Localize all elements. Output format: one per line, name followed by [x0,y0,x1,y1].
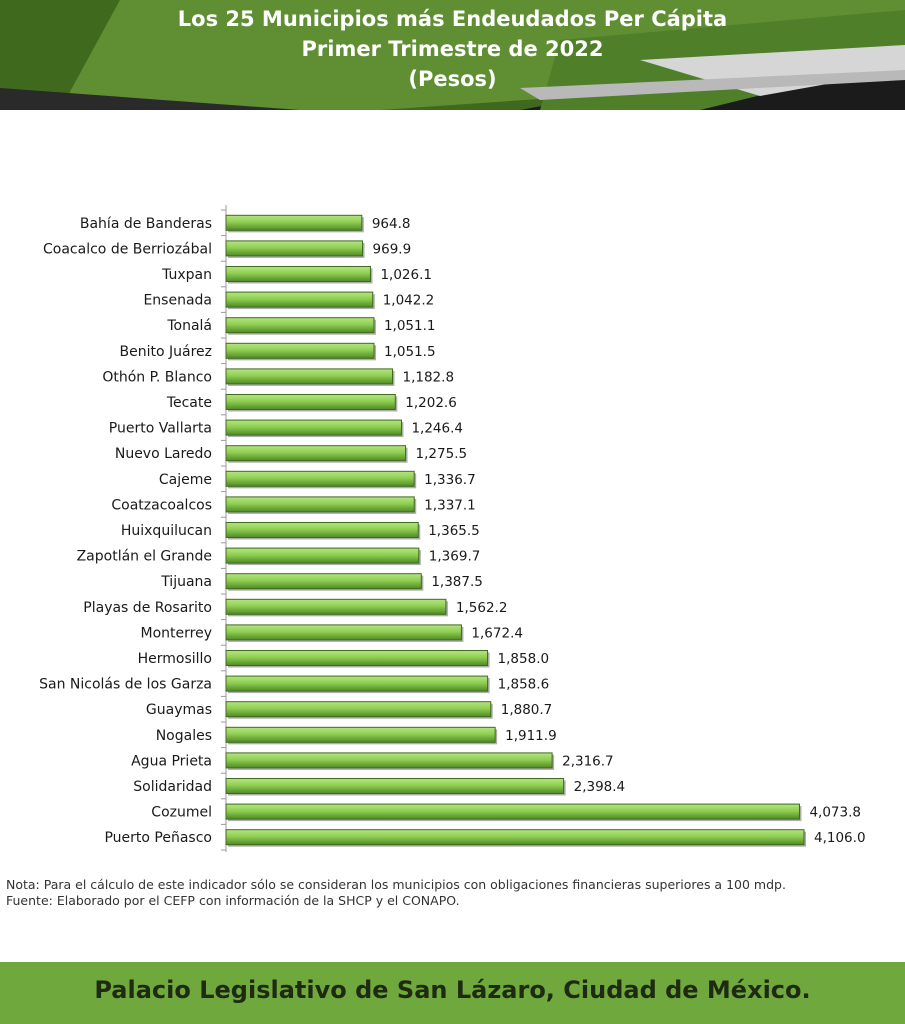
bar [225,445,407,462]
category-label: Tecate [166,395,212,411]
bar [225,803,800,820]
value-label: 1,858.0 [498,651,550,667]
value-label: 1,337.1 [424,497,476,513]
category-label: Cozumel [151,805,212,821]
bar [225,598,447,615]
bar [225,342,375,359]
category-label: Solidaridad [133,779,212,795]
value-label: 2,398.4 [574,779,626,795]
source-text: Fuente: Elaborado por el CEFP con inform… [6,893,460,908]
value-label: 1,562.2 [456,600,508,616]
value-label: 1,275.5 [416,446,468,462]
value-label: 1,672.4 [471,625,523,641]
value-label: 2,316.7 [562,753,614,769]
chart-title-block: Los 25 Municipios más Endeudados Per Cáp… [0,4,905,94]
value-label: 1,042.2 [383,293,435,309]
category-label: Zapotlán el Grande [77,549,212,565]
category-label: Puerto Vallarta [109,421,212,437]
category-label: Benito Juárez [120,344,212,360]
bar [225,496,415,513]
value-label: 964.8 [372,216,411,232]
chart-subtitle: Primer Trimestre de 2022 [301,37,604,61]
bar-chart: Bahía de Banderas 964.8 Coacalco de Berrio… [0,200,905,860]
bar [225,701,492,718]
value-label: 1,246.4 [411,421,463,437]
value-label: 1,365.5 [428,523,480,539]
value-label: 1,336.7 [424,472,476,488]
bar [225,522,419,538]
bar-chart-svg: Bahía de Banderas 964.8 Coacalco de Berrio… [39,205,866,852]
bar [225,624,462,641]
category-label: Tuxpan [161,267,212,283]
category-label: Nogales [156,728,212,744]
value-label: 1,387.5 [431,574,483,590]
value-label: 1,858.6 [498,677,550,693]
category-label: Nuevo Laredo [115,446,212,462]
category-label: Coatzacoalcos [111,497,212,513]
chart-unit: (Pesos) [408,67,497,91]
value-label: 1,202.6 [405,395,457,411]
category-label: San Nicolás de los Garza [39,677,212,693]
value-label: 1,182.8 [403,369,455,385]
bar [225,419,402,436]
value-label: 1,051.1 [384,318,436,334]
value-label: 1,026.1 [380,267,432,283]
category-label: Othón P. Blanco [102,369,212,385]
bar [225,368,394,385]
bar [225,675,489,692]
footer-banner: Palacio Legislativo de San Lázaro, Ciuda… [0,962,905,1024]
bars-group: Bahía de Banderas 964.8 Coacalco de Berrio… [39,209,866,851]
bar [225,573,422,590]
bar [225,470,415,487]
note-text: Nota: Para el cálculo de este indicador … [6,877,786,892]
category-label: Playas de Rosarito [83,600,212,616]
value-label: 1,369.7 [429,549,481,565]
header-banner: Los 25 Municipios más Endeudados Per Cáp… [0,0,905,110]
bar [225,214,363,231]
value-label: 4,073.8 [809,805,861,821]
bar [225,266,371,282]
value-label: 1,911.9 [505,728,557,744]
category-label: Huixquilucan [121,523,212,539]
bar [225,547,420,564]
bar [225,291,374,308]
chart-title: Los 25 Municipios más Endeudados Per Cáp… [177,7,728,31]
category-label: Guaymas [146,702,212,718]
header-decoration [0,0,905,110]
category-label: Monterrey [141,625,212,641]
bar [225,317,375,334]
bar [225,240,364,257]
bar [225,752,553,769]
category-label: Coacalco de Berriozábal [43,241,212,257]
category-label: Hermosillo [138,651,212,667]
value-label: 1,880.7 [501,702,553,718]
bar [225,726,496,743]
bar [225,829,805,846]
notes-section: Nota: Para el cálculo de este indicador … [6,877,886,909]
category-label: Tijuana [160,574,212,590]
category-label: Bahía de Banderas [80,216,212,232]
footer-text: Palacio Legislativo de San Lázaro, Ciuda… [94,976,811,1004]
bar [225,394,396,410]
value-label: 969.9 [373,241,412,257]
value-label: 1,051.5 [384,344,436,360]
category-label: Puerto Peñasco [104,830,212,846]
category-label: Cajeme [159,472,212,488]
category-label: Agua Prieta [131,753,212,769]
category-label: Ensenada [143,293,212,309]
bar [225,778,565,794]
category-label: Tonalá [166,318,212,334]
bar [225,650,489,666]
value-label: 4,106.0 [814,830,866,846]
